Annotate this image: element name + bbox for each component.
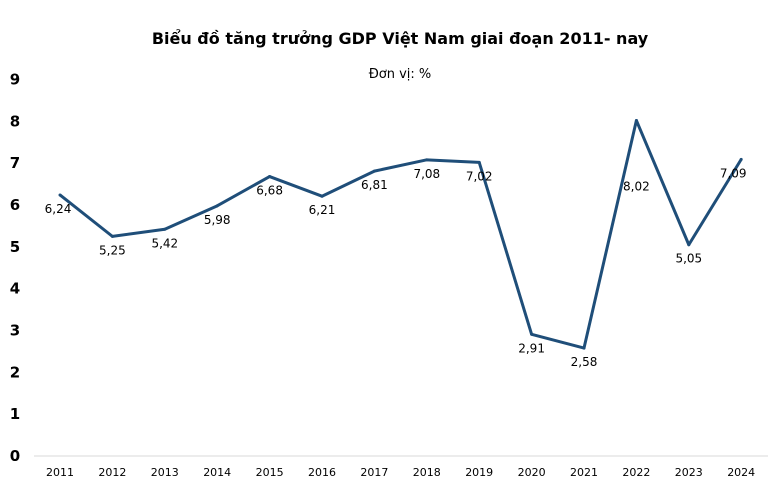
data-point	[215, 204, 219, 208]
data-label: 6,81	[361, 178, 388, 192]
y-tick-label: 5	[10, 238, 20, 256]
data-label: 2,58	[571, 355, 598, 369]
y-tick-label: 3	[10, 322, 20, 340]
y-tick-label: 0	[10, 447, 20, 465]
data-label: 7,08	[413, 167, 440, 181]
data-point	[372, 169, 376, 173]
data-point	[58, 193, 62, 197]
data-label: 5,98	[204, 213, 231, 227]
x-tick-label: 2013	[151, 466, 179, 479]
data-label: 5,25	[99, 243, 126, 257]
x-tick-label: 2017	[360, 466, 388, 479]
data-point	[530, 332, 534, 336]
data-label: 7,09	[720, 166, 747, 180]
y-tick-label: 9	[10, 71, 20, 89]
data-point	[163, 227, 167, 231]
x-tick-label: 2012	[98, 466, 126, 479]
x-tick-label: 2015	[256, 466, 284, 479]
data-label: 2,91	[518, 341, 545, 355]
data-label: 6,24	[45, 202, 72, 216]
data-point	[268, 175, 272, 179]
x-tick-label: 2022	[622, 466, 650, 479]
x-tick-label: 2023	[675, 466, 703, 479]
x-tick-label: 2019	[465, 466, 493, 479]
x-tick-label: 2018	[413, 466, 441, 479]
series-line	[59, 118, 743, 350]
x-tick-label: 2016	[308, 466, 336, 479]
data-label: 6,68	[256, 184, 283, 198]
data-point	[110, 234, 114, 238]
data-point	[739, 157, 743, 161]
data-label: 6,21	[309, 203, 336, 217]
y-tick-label: 8	[10, 112, 20, 130]
x-tick-label: 2021	[570, 466, 598, 479]
x-tick-label: 2011	[46, 466, 74, 479]
x-tick-label: 2014	[203, 466, 231, 479]
data-point	[582, 346, 586, 350]
data-label: 7,02	[466, 169, 493, 183]
y-tick-label: 2	[10, 363, 20, 381]
y-tick-label: 1	[10, 405, 20, 423]
data-point	[425, 158, 429, 162]
data-label: 8,02	[623, 179, 650, 193]
data-point	[477, 160, 481, 164]
chart-title: Biểu đồ tăng trưởng GDP Việt Nam giai đo…	[152, 29, 649, 48]
x-tick-label: 2024	[727, 466, 755, 479]
x-tick-label: 2020	[518, 466, 546, 479]
data-point	[687, 243, 691, 247]
y-tick-label: 6	[10, 196, 20, 214]
y-tick-label: 4	[10, 280, 20, 298]
data-label: 5,05	[675, 252, 702, 266]
chart-subtitle: Đơn vị: %	[369, 67, 432, 82]
data-point	[320, 194, 324, 198]
data-point	[634, 118, 638, 122]
y-tick-label: 7	[10, 154, 20, 172]
data-label: 5,42	[151, 236, 178, 250]
